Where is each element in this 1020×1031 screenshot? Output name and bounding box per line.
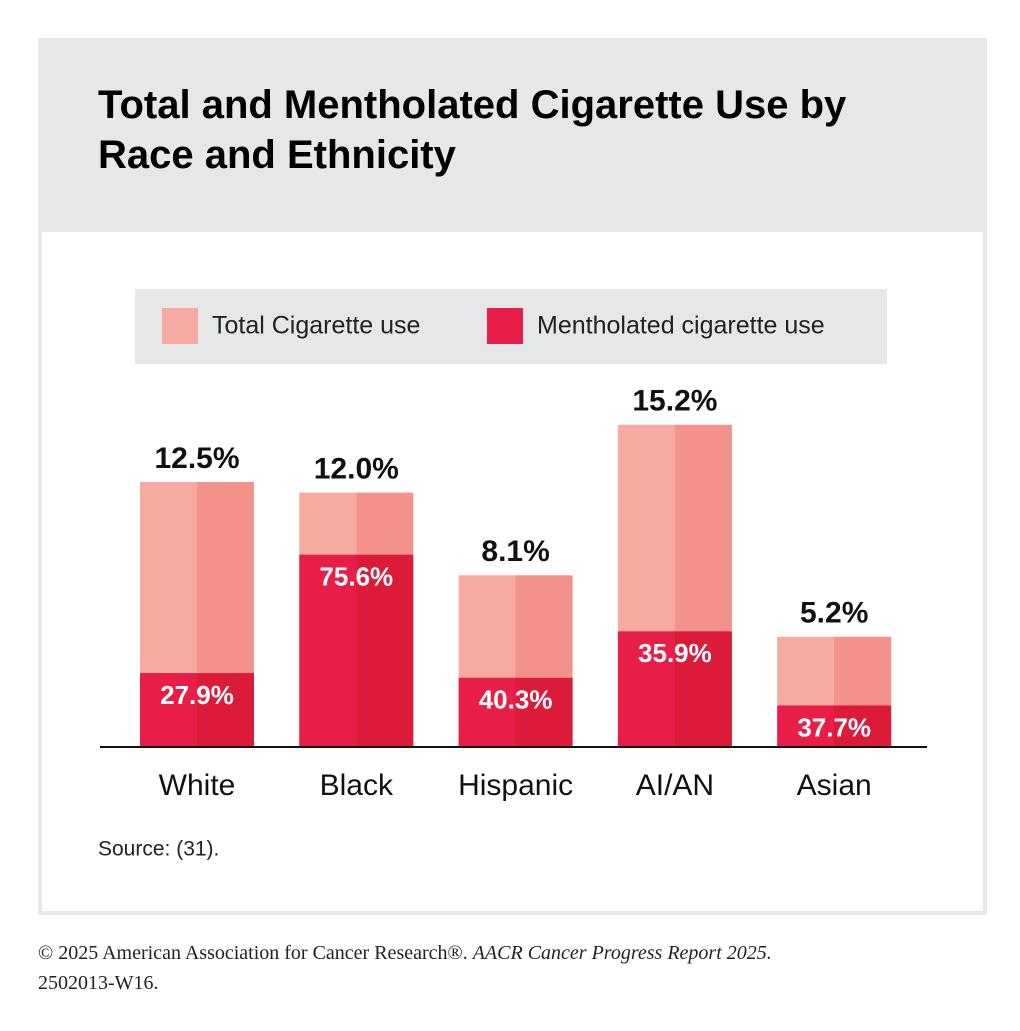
x-tick-label: AI/AN <box>636 769 714 802</box>
x-tick-label: Black <box>320 769 394 802</box>
total-label: 12.0% <box>314 453 399 486</box>
x-tick-label: Hispanic <box>458 769 573 802</box>
menthol-label: 37.7% <box>797 712 871 742</box>
footer-text: © 2025 American Association for Cancer R… <box>38 942 468 964</box>
bar-menthol <box>458 677 573 747</box>
menthol-label: 40.3% <box>479 685 553 715</box>
legend-swatch <box>487 308 523 344</box>
bar-menthol <box>777 705 892 747</box>
source: Source: (31). <box>98 838 219 861</box>
x-tick-label: White <box>159 769 236 802</box>
footer: © 2025 American Association for Cancer R… <box>38 938 998 998</box>
menthol-label: 27.9% <box>160 680 234 710</box>
chart-title: Total and Mentholated Cigarette Use by R… <box>98 83 847 177</box>
menthol-label: 35.9% <box>638 638 712 668</box>
legend-label: Total Cigarette use <box>212 312 420 340</box>
bar-menthol <box>617 631 732 747</box>
menthol-label: 75.6% <box>319 562 393 592</box>
total-label: 5.2% <box>800 597 868 630</box>
legend-swatch <box>162 308 198 344</box>
total-label: 15.2% <box>632 385 717 418</box>
legend-label: Mentholated cigarette use <box>537 312 825 340</box>
footer-code: 2502013-W16. <box>38 972 159 994</box>
bar-menthol <box>140 673 254 747</box>
total-label: 12.5% <box>154 442 239 475</box>
bar-menthol <box>299 554 414 747</box>
x-tick-label: Asian <box>797 769 872 802</box>
footer-report: AACR Cancer Progress Report 2025. <box>472 942 772 964</box>
total-label: 8.1% <box>481 535 549 568</box>
